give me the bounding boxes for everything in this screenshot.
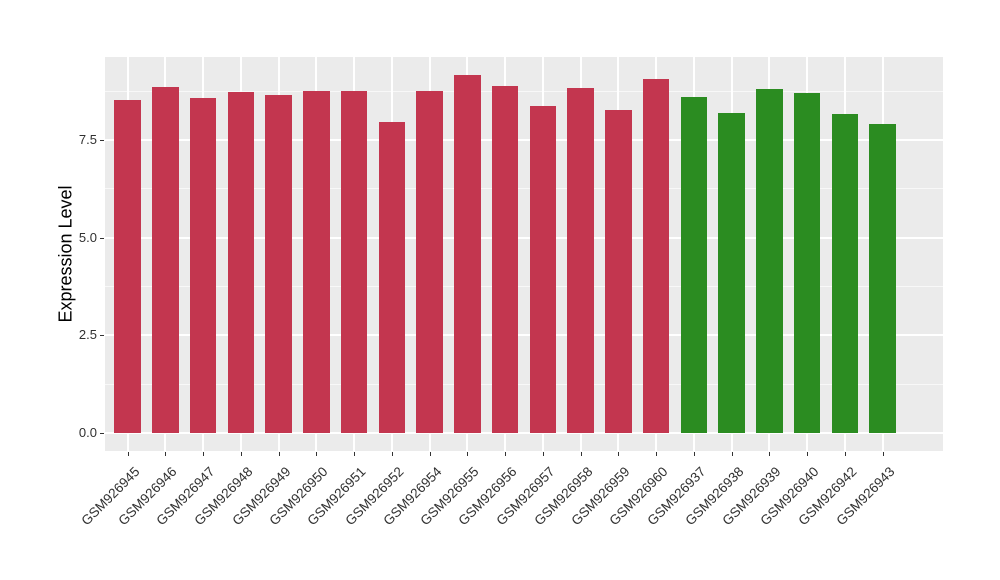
bar-GSM926948 [227, 92, 255, 433]
x-tick-mark [731, 452, 733, 456]
x-tick-mark [807, 452, 809, 456]
bar-GSM926950 [303, 90, 330, 433]
gridline-minor-h [105, 90, 943, 92]
y-tick-label: 7.5 [78, 131, 97, 147]
y-tick-mark [100, 335, 104, 337]
y-axis-title: Expression Level [55, 185, 76, 323]
bar-GSM926938 [718, 112, 745, 434]
bar-GSM926956 [491, 85, 519, 434]
bar-GSM926937 [680, 96, 708, 433]
y-tick-mark [100, 139, 104, 141]
gridline-minor-h [105, 188, 943, 190]
bar-GSM926959 [605, 110, 632, 434]
y-tick-label: 2.5 [78, 327, 97, 343]
bar-GSM926945 [114, 99, 141, 433]
x-tick-mark [278, 452, 280, 456]
bar-GSM926940 [793, 93, 821, 433]
x-tick-mark [391, 452, 393, 456]
x-tick-mark [203, 452, 205, 456]
bar-GSM926939 [756, 89, 783, 433]
x-tick-mark [165, 452, 167, 456]
x-tick-mark [467, 452, 469, 456]
x-tick-mark [429, 452, 431, 456]
y-tick-label: 0.0 [78, 425, 97, 441]
gridline-major-h [105, 334, 943, 337]
x-tick-mark [354, 452, 356, 456]
y-tick-mark [100, 237, 104, 239]
x-tick-mark [240, 452, 242, 456]
bar-GSM926949 [265, 94, 292, 433]
x-tick-mark [316, 452, 318, 456]
y-tick-label: 5.0 [78, 229, 97, 245]
bar-GSM926954 [416, 91, 443, 433]
bar-GSM926947 [189, 97, 217, 433]
x-tick-mark [693, 452, 695, 456]
bar-GSM926955 [454, 74, 481, 433]
x-tick-mark [882, 452, 884, 456]
x-tick-mark [580, 452, 582, 456]
bar-GSM926946 [152, 87, 179, 434]
x-tick-mark [542, 452, 544, 456]
plot-panel [105, 57, 943, 451]
bar-GSM926951 [340, 90, 368, 433]
y-tick-mark [100, 433, 104, 435]
x-tick-mark [844, 452, 846, 456]
bar-GSM926958 [567, 87, 594, 434]
x-tick-mark [656, 452, 658, 456]
bar-GSM926957 [529, 105, 557, 433]
gridline-major-h [105, 138, 943, 141]
x-tick-mark [618, 452, 620, 456]
gridline-minor-h [105, 383, 943, 385]
bar-GSM926952 [378, 122, 406, 433]
x-tick-mark [127, 452, 129, 456]
gridline-major-h [105, 432, 943, 435]
x-tick-mark [505, 452, 507, 456]
gridline-minor-h [105, 285, 943, 287]
bar-GSM926942 [831, 114, 859, 433]
gridline-major-h [105, 236, 943, 239]
bar-GSM926943 [869, 124, 896, 433]
bar-GSM926960 [642, 79, 670, 433]
x-tick-mark [769, 452, 771, 456]
